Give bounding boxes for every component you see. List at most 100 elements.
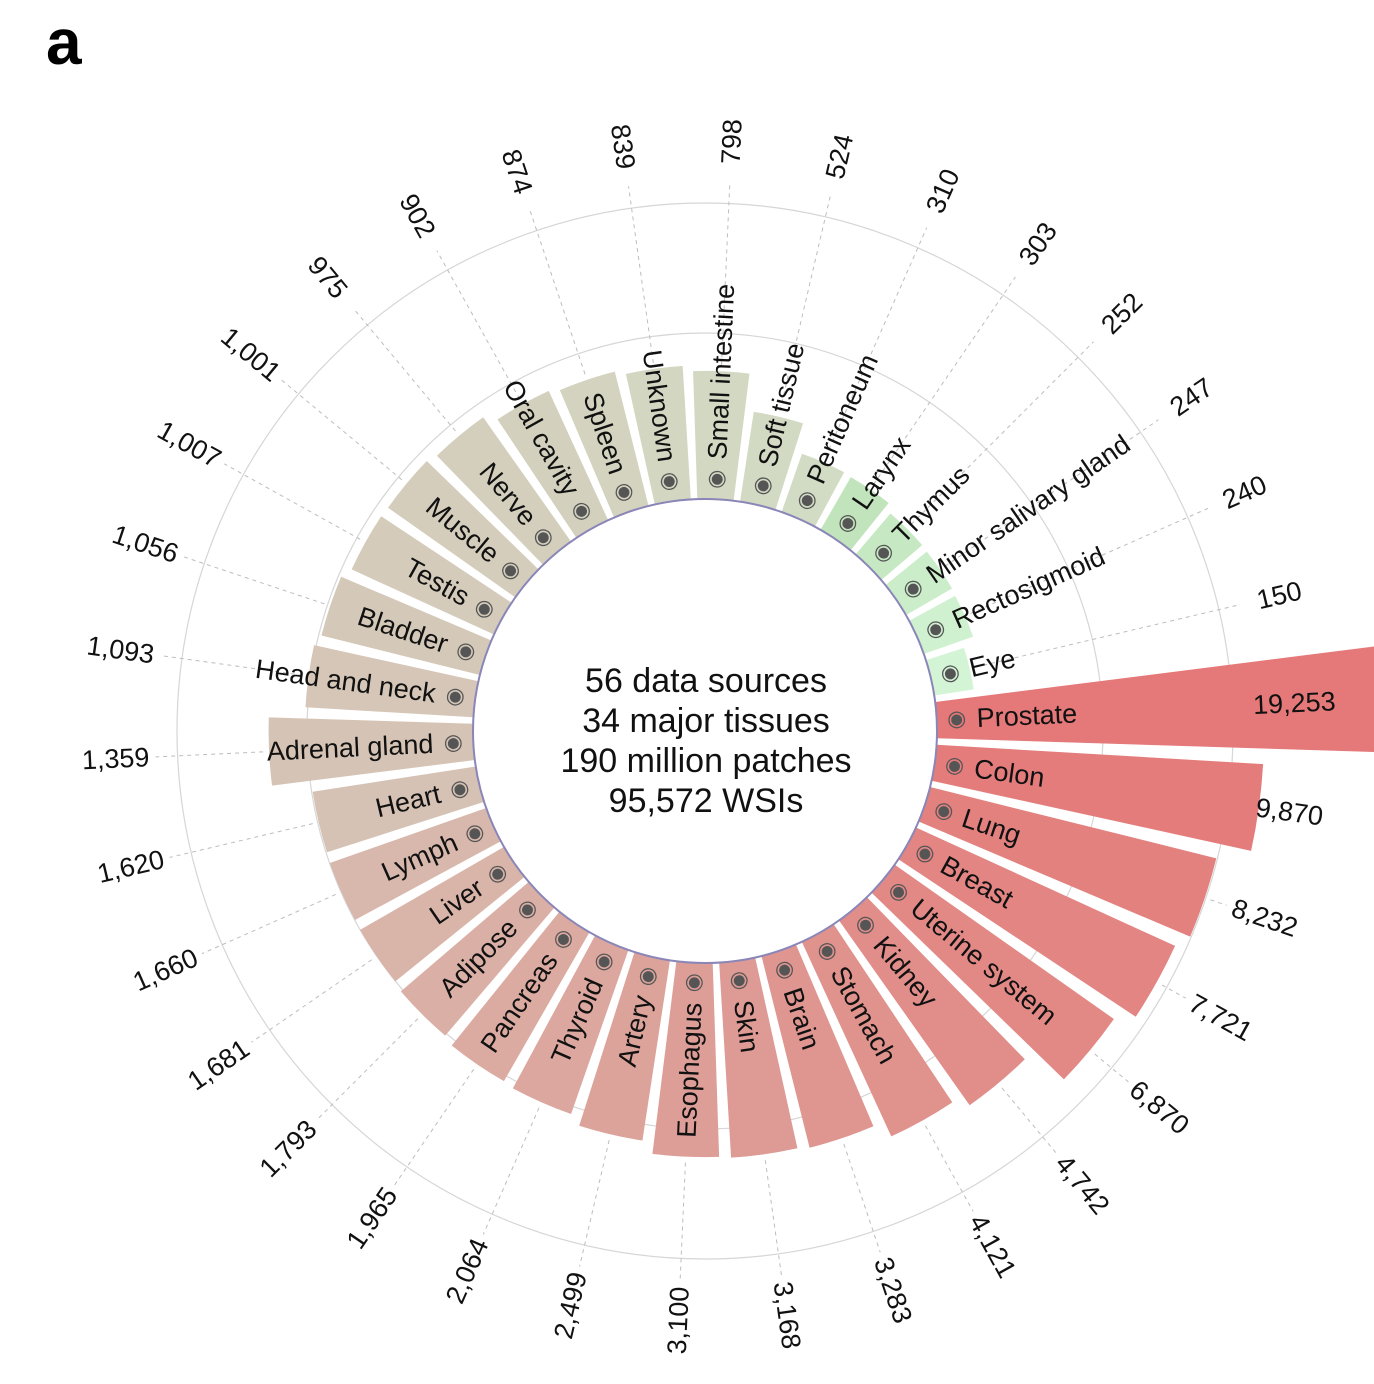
bar-spleen	[559, 371, 649, 518]
bar-soft-tissue	[740, 411, 804, 510]
center-line-sources: 56 data sources	[585, 662, 827, 700]
leader-line	[281, 379, 403, 481]
count-label: 240	[1218, 469, 1271, 515]
bars	[268, 365, 1374, 1158]
tissue-label: Esophagus	[672, 1002, 708, 1138]
count-label: 1,793	[254, 1114, 323, 1183]
leader-line	[183, 556, 325, 605]
leader-line	[721, 181, 731, 366]
bar-minor-salivary-gland	[885, 551, 953, 616]
center-line-patches: 190 million patches	[560, 742, 851, 780]
count-label: 1,093	[85, 631, 156, 670]
bar-bladder	[321, 576, 492, 675]
count-label: 150	[1254, 576, 1305, 616]
count-label: 3,168	[767, 1280, 806, 1351]
bar-head-and-neck	[305, 645, 479, 718]
leader-line	[924, 1125, 974, 1212]
center-line-tissues: 34 major tissues	[582, 702, 830, 740]
leader-line	[316, 1018, 419, 1121]
count-label: 310	[920, 164, 966, 217]
leader-line	[482, 1107, 540, 1235]
bar-artery	[579, 952, 670, 1141]
count-label: 524	[820, 131, 859, 182]
leader-line	[224, 463, 361, 540]
count-label: 1,681	[182, 1033, 255, 1096]
leader-line	[1249, 805, 1265, 810]
bar-muscle	[388, 460, 539, 598]
bar-peritoneum	[781, 453, 845, 527]
colon-icon: ◉	[943, 752, 965, 779]
panel-label: a	[46, 6, 82, 78]
bar-oral-cavity	[497, 390, 609, 538]
count-label: 247	[1164, 372, 1218, 422]
count-label: 1,660	[129, 942, 203, 997]
count-label: 7,721	[1184, 988, 1258, 1047]
count-label: 9,870	[1254, 792, 1325, 831]
bar-esophagus	[652, 961, 720, 1158]
bar-larynx	[820, 477, 889, 551]
leader-line	[169, 823, 313, 858]
leader-line	[251, 959, 373, 1043]
count-label: 3,283	[868, 1253, 918, 1327]
leader-line	[873, 276, 1016, 485]
count-label: 874	[496, 146, 539, 198]
bar-lung	[918, 787, 1217, 937]
count-label: 1,007	[152, 415, 226, 474]
leader-line	[352, 307, 456, 432]
count-label: 3,100	[662, 1286, 695, 1355]
leader-lines	[155, 181, 1374, 1281]
leader-line	[843, 1143, 881, 1253]
count-label: 2,499	[548, 1269, 593, 1342]
tissue-label: Soft tissue	[752, 340, 810, 470]
bar-adrenal-gland	[268, 717, 475, 786]
bar-nerve	[436, 417, 572, 565]
leader-line	[394, 1068, 475, 1186]
bar-eye	[925, 647, 974, 696]
leader-line	[529, 209, 586, 375]
unknown-icon: ◉	[656, 470, 683, 492]
bar-kidney	[838, 897, 1025, 1106]
bar-prostate	[935, 646, 1374, 752]
bar-breast	[898, 827, 1176, 1017]
bar-unknown	[625, 365, 691, 505]
leader-line	[944, 419, 1159, 567]
count-label: 902	[393, 189, 441, 243]
count-label: 839	[605, 122, 641, 171]
bar-testis	[351, 516, 512, 635]
leader-line	[970, 507, 1209, 614]
head-neck-icon: ◉	[444, 683, 466, 710]
bar-liver	[360, 846, 525, 982]
inner-ring	[472, 498, 938, 964]
esophagus-icon: ◉	[681, 973, 707, 993]
leader-line	[679, 1162, 686, 1281]
bar-skin	[719, 957, 798, 1158]
leader-line	[910, 341, 1094, 525]
prostate-icon: ◉	[947, 706, 967, 732]
leader-line	[779, 195, 831, 411]
leader-line	[825, 227, 928, 457]
leader-line	[975, 604, 1241, 668]
count-label: 1,001	[215, 321, 286, 387]
count-label: 1,359	[81, 742, 150, 775]
bar-thyroid	[512, 935, 629, 1114]
count-label: 798	[716, 118, 748, 164]
leader-line	[579, 1140, 610, 1267]
bar-lymph	[329, 807, 501, 921]
leader-line	[1161, 984, 1186, 999]
count-label: 975	[302, 251, 354, 305]
bar-brain	[761, 944, 874, 1148]
bar-heart	[312, 766, 485, 853]
count-label: 4,742	[1049, 1149, 1115, 1220]
leader-line	[436, 250, 521, 400]
count-label: 2,064	[440, 1234, 495, 1308]
center-summary: 56 data sources 34 major tissues 190 mil…	[560, 662, 851, 820]
tissue-label: Skin	[728, 998, 765, 1054]
bar-adipose	[400, 881, 555, 1036]
adrenal-gland-icon: ◉	[443, 730, 463, 756]
small-intestine-icon: ◉	[703, 469, 729, 489]
leader-line	[1001, 1087, 1058, 1155]
tissue-label: Prostate	[976, 698, 1078, 733]
count-label: 4,121	[963, 1209, 1022, 1283]
skin-icon: ◉	[726, 969, 753, 991]
